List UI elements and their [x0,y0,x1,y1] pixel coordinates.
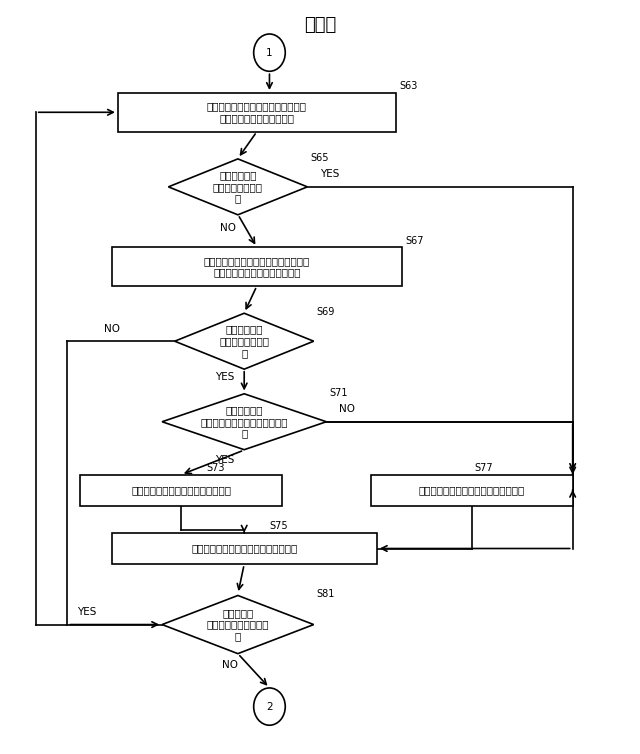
Text: YES: YES [320,170,339,179]
Polygon shape [175,313,314,369]
FancyBboxPatch shape [111,533,377,564]
Text: S69: S69 [317,307,335,317]
Text: YES: YES [215,372,235,382]
Text: S63: S63 [399,81,417,91]
Text: S71: S71 [330,388,348,397]
Text: S75: S75 [269,521,288,532]
FancyBboxPatch shape [80,475,282,506]
Text: S77: S77 [475,463,493,474]
Text: NO: NO [220,223,236,234]
Text: 選択されて
いない隣接ノードあり
？: 選択されて いない隣接ノードあり ？ [207,608,269,641]
Text: NO: NO [339,404,355,414]
Circle shape [253,688,285,725]
Text: 着目ノードに
候補ラベルがある
？: 着目ノードに 候補ラベルがある ？ [219,325,269,358]
Text: 図１７: 図１７ [304,16,336,34]
Text: NO: NO [222,661,238,670]
Text: YES: YES [77,607,96,617]
Text: S65: S65 [310,152,329,163]
FancyBboxPatch shape [111,247,402,286]
Text: 着目ノードに
確定ラベルがある
？: 着目ノードに 確定ラベルがある ？ [213,170,263,204]
Polygon shape [162,394,326,449]
FancyBboxPatch shape [371,475,573,506]
Text: S67: S67 [405,236,424,246]
Polygon shape [162,596,314,654]
Text: S81: S81 [317,589,335,599]
Text: 着目ノードに付与された新しいラベル
から処理対象ラベルを選択する: 着目ノードに付与された新しいラベル から処理対象ラベルを選択する [204,256,310,277]
FancyBboxPatch shape [118,93,396,132]
Text: S73: S73 [206,463,225,474]
Text: 2: 2 [266,701,273,712]
Text: 候補ラベルを負けラベルに変更する: 候補ラベルを負けラベルに変更する [131,486,231,495]
Circle shape [253,34,285,72]
Text: YES: YES [215,455,235,465]
Text: 候補ラベルの
コスト＞新しいラベルのコスト
？: 候補ラベルの コスト＞新しいラベルのコスト ？ [200,405,288,438]
Text: 1: 1 [266,48,273,57]
Polygon shape [168,159,307,215]
Text: NO: NO [104,323,120,334]
Text: 新しいラベルを負けラベルに変更する: 新しいラベルを負けラベルに変更する [419,486,525,495]
Text: 新しいラベルを候補ラベルに変更する: 新しいラベルを候補ラベルに変更する [191,544,298,553]
Text: 新しいラベルを付与した隣接ノード
から着目ノードを選択する: 新しいラベルを付与した隣接ノード から着目ノードを選択する [207,102,307,123]
